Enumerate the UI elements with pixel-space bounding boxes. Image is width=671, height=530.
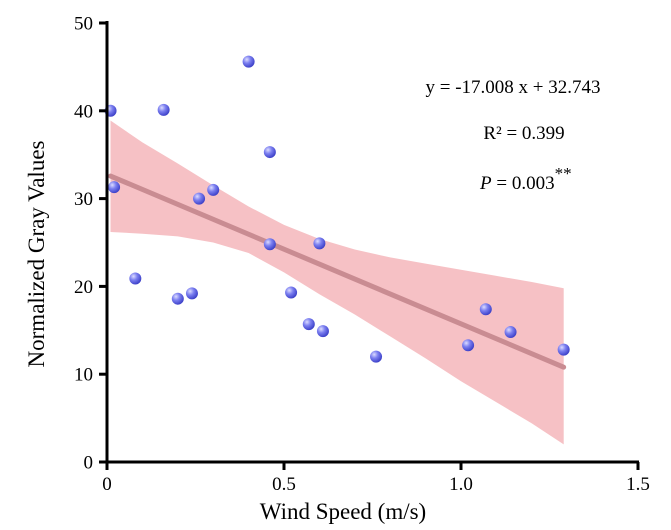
data-point <box>316 325 329 338</box>
data-point <box>479 303 492 316</box>
confidence-band <box>110 120 564 445</box>
data-point <box>108 181 121 194</box>
data-point <box>193 192 206 205</box>
data-point <box>313 237 326 250</box>
data-point <box>302 318 315 331</box>
data-point <box>557 343 570 356</box>
r-squared-label: R² = 0.399 <box>483 123 564 144</box>
p-value: = 0.003 <box>492 173 555 194</box>
y-axis-title: Normalized Gray Values <box>24 140 49 367</box>
y-tick-label: 20 <box>74 277 93 298</box>
plot-area <box>104 55 570 445</box>
y-tick-label: 10 <box>74 365 93 386</box>
data-point <box>263 238 276 251</box>
data-point <box>129 272 142 285</box>
x-tick-label: 1.5 <box>626 474 650 495</box>
x-tick-label: 0 <box>102 474 112 495</box>
data-point <box>370 350 383 363</box>
axes: 0 10 20 30 40 50 0 0.5 1.0 1.5 <box>74 14 650 496</box>
p-symbol: P <box>479 173 492 194</box>
regression-line <box>108 173 567 370</box>
y-tick-label: 40 <box>74 101 93 122</box>
y-tick-label: 30 <box>74 189 93 210</box>
data-point <box>185 287 198 300</box>
data-point <box>242 55 255 68</box>
x-tick-label: 0.5 <box>272 474 296 495</box>
p-value-label: P = 0.003** <box>479 164 572 194</box>
x-tick-label: 1.0 <box>449 474 473 495</box>
y-tick-label: 0 <box>84 453 94 474</box>
data-point <box>263 146 276 159</box>
data-point <box>462 339 475 352</box>
data-point <box>207 183 220 196</box>
y-tick-label: 50 <box>74 14 93 35</box>
regression-equation: y = -17.008 x + 32.743 <box>425 77 600 98</box>
data-point <box>285 286 298 299</box>
x-axis-title: Wind Speed (m/s) <box>260 499 426 524</box>
significance-stars: ** <box>555 164 572 183</box>
data-point <box>171 292 184 305</box>
data-point <box>157 103 170 116</box>
data-point <box>504 326 517 339</box>
